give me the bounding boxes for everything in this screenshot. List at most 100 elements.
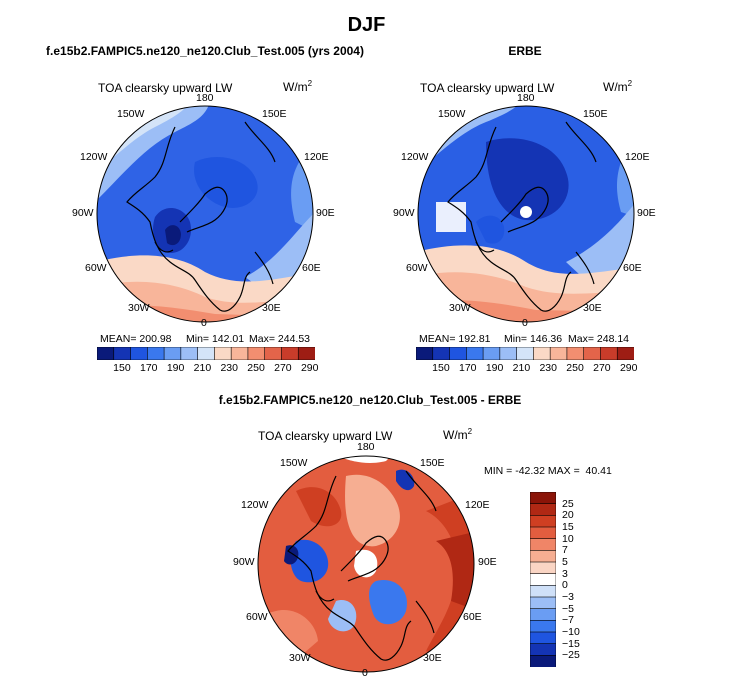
- panel1-lon-120w: 120W: [80, 151, 108, 163]
- panel1-units: W/m2: [283, 79, 313, 94]
- panel1-lon-30w: 30W: [128, 302, 150, 314]
- diff-colorbar-swatch: [530, 643, 556, 656]
- colorbar-tick-label: 210: [193, 362, 212, 374]
- diff-colorbar-tick-label: −7: [562, 614, 574, 627]
- panel2-colorbar: [416, 347, 634, 360]
- panel2-lon-120e: 120E: [625, 151, 650, 163]
- panel3-lon-30e: 30E: [423, 652, 442, 664]
- panel3-minmax: MIN = -42.32 MAX = 40.41: [484, 465, 612, 477]
- panel1-polar-map: [96, 105, 314, 323]
- panel1-mean: MEAN= 200.98: [100, 333, 172, 345]
- diff-colorbar-tick-label: −25: [562, 649, 580, 662]
- diff-colorbar-swatch: [530, 550, 556, 563]
- panel2-lon-60e: 60E: [623, 262, 642, 274]
- panel3-polar-map: [257, 455, 475, 673]
- colorbar-swatch: [180, 347, 199, 360]
- panel1-lon-60w: 60W: [85, 262, 107, 274]
- diff-colorbar-swatch: [530, 620, 556, 633]
- panel2-lon-0: 0: [522, 317, 528, 329]
- colorbar-tick-label: 270: [593, 362, 611, 374]
- diff-colorbar-swatch: [530, 492, 556, 505]
- colorbar-tick-label: 190: [485, 362, 504, 374]
- diff-colorbar-swatch: [530, 515, 556, 528]
- colorbar-tick-label: 290: [619, 362, 638, 374]
- colorbar-tick-label: 250: [247, 362, 265, 374]
- panel1-colorbar: [97, 347, 315, 360]
- colorbar-swatch: [247, 347, 266, 360]
- diff-colorbar-tick-label: 7: [562, 544, 568, 557]
- colorbar-tick-label: 170: [458, 362, 477, 374]
- diff-colorbar-swatch: [530, 561, 556, 575]
- diff-colorbar-tick-label: 25: [562, 497, 574, 510]
- panel1-min: Min= 142.01: [186, 333, 245, 345]
- panel3-lon-30w: 30W: [289, 652, 311, 664]
- panel2-lon-90e: 90E: [637, 207, 656, 219]
- colorbar-tick-label: 170: [139, 362, 158, 374]
- colorbar-swatch: [516, 347, 534, 360]
- diff-colorbar-tick-label: 10: [562, 532, 574, 545]
- panel3-lon-150e: 150E: [420, 457, 445, 469]
- panel2-var-label: TOA clearsky upward LW: [420, 81, 555, 95]
- panel1-lon-90w: 90W: [72, 207, 94, 219]
- colorbar-tick-label: 150: [113, 362, 131, 374]
- main-title: DJF: [347, 14, 386, 36]
- panel3-lon-90w: 90W: [233, 556, 255, 568]
- diff-colorbar-tick-label: −3: [562, 591, 574, 603]
- colorbar-swatch: [264, 347, 283, 360]
- diff-colorbar-tick-label: 20: [562, 509, 574, 522]
- colorbar-swatch: [449, 347, 467, 360]
- panel1-max: Max= 244.53: [249, 333, 311, 345]
- colorbar-swatch: [432, 347, 451, 360]
- panel3-lon-120w: 120W: [241, 499, 269, 511]
- panel1-lon-30e: 30E: [262, 302, 281, 314]
- panel1-var-label: TOA clearsky upward LW: [98, 81, 233, 95]
- panel2-min: Min= 146.36: [504, 333, 563, 345]
- colorbar-swatch: [566, 347, 585, 360]
- panel3-var-label: TOA clearsky upward LW: [258, 429, 393, 443]
- panel1-lon-120e: 120E: [304, 151, 329, 163]
- panel3-colorbar: [530, 492, 556, 667]
- colorbar-tick-label: 230: [539, 362, 557, 374]
- colorbar-swatch: [214, 347, 232, 360]
- diff-colorbar-swatch: [530, 538, 556, 551]
- colorbar-tick-label: 290: [300, 362, 319, 374]
- panel2-lon-60w: 60W: [406, 262, 428, 274]
- panel3-lon-60w: 60W: [246, 611, 268, 623]
- colorbar-swatch: [549, 347, 568, 360]
- colorbar-tick-label: 250: [566, 362, 584, 374]
- colorbar-swatch: [466, 347, 484, 360]
- panel2-lon-180: 180: [517, 92, 535, 104]
- diff-colorbar-tick-label: 15: [562, 521, 574, 533]
- colorbar-tick-label: 230: [220, 362, 238, 374]
- diff-colorbar-swatch: [530, 503, 556, 516]
- colorbar-swatch: [616, 347, 634, 360]
- panel3-lon-180: 180: [357, 441, 375, 453]
- colorbar-swatch: [163, 347, 182, 360]
- panel2-max: Max= 248.14: [568, 333, 630, 345]
- colorbar-swatch: [130, 347, 148, 360]
- diff-colorbar-tick-label: 5: [562, 556, 568, 568]
- panel3-title: f.e15b2.FAMPIC5.ne120_ne120.Club_Test.00…: [218, 393, 522, 407]
- diff-colorbar-tick-label: −15: [562, 637, 580, 650]
- panel2-colorbar-ticks: 150 170 190 210 230 250 270 290: [416, 362, 637, 376]
- panel2-polar-map: [417, 105, 635, 323]
- colorbar-swatch: [482, 347, 501, 360]
- diff-colorbar-swatch: [530, 573, 556, 586]
- colorbar-swatch: [499, 347, 518, 360]
- panel2-mean: MEAN= 192.81: [419, 333, 491, 345]
- panel2-title: ERBE: [508, 44, 542, 58]
- diff-colorbar-tick-label: −10: [562, 626, 580, 638]
- diff-colorbar-tick-label: −5: [562, 602, 574, 615]
- panel1-lon-180: 180: [196, 92, 214, 104]
- panel2-lon-150e: 150E: [583, 108, 608, 120]
- panel3-lon-120e: 120E: [465, 499, 490, 511]
- diff-colorbar-swatch: [530, 631, 556, 645]
- colorbar-swatch: [533, 347, 551, 360]
- colorbar-swatch: [197, 347, 215, 360]
- panel3-lon-0: 0: [362, 667, 368, 679]
- diff-colorbar-swatch: [530, 526, 556, 540]
- colorbar-swatch: [583, 347, 602, 360]
- panel3-colorbar-ticks: 25 20 15 10 7 5 3 0 −3 −5 −7 −10 −15 −25: [562, 492, 602, 667]
- diff-colorbar-tick-label: 3: [562, 567, 568, 580]
- colorbar-tick-label: 270: [274, 362, 292, 374]
